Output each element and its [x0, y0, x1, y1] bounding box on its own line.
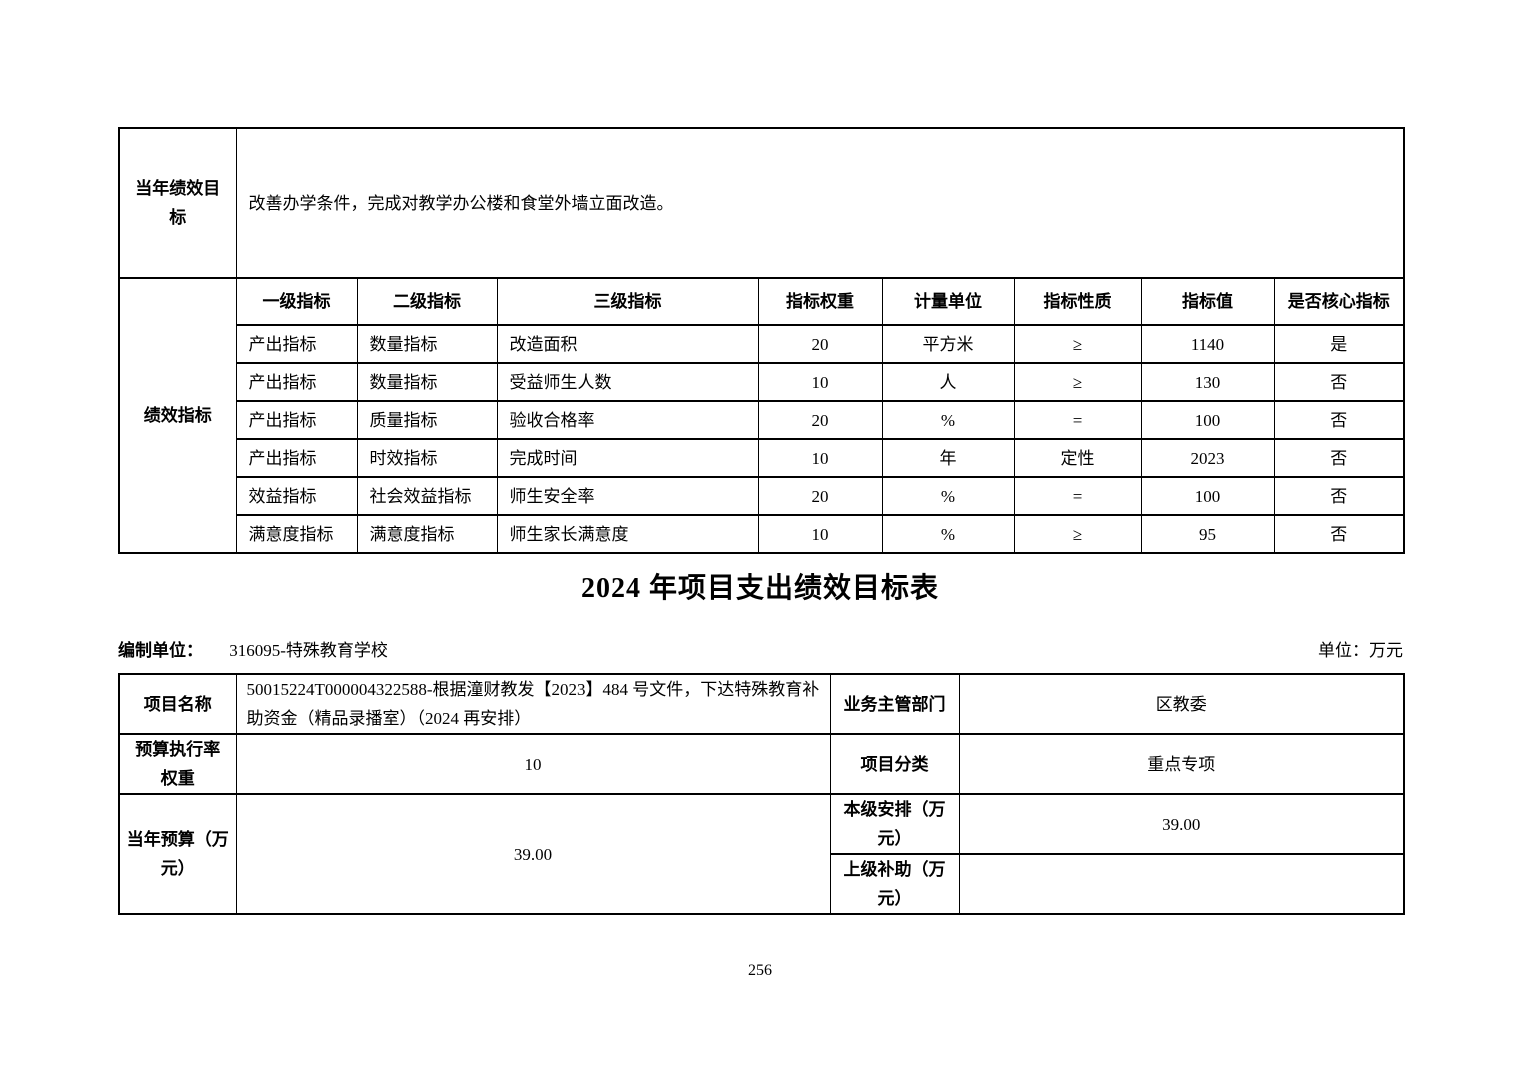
cell-level3: 受益师生人数: [496, 362, 759, 402]
cell-unit: 年: [881, 438, 1015, 478]
budget-rate-row: 预算执行率 权重 10 项目分类 重点专项: [118, 733, 1405, 795]
cell-weight: 20: [757, 400, 883, 440]
indicator-row: 效益指标 社会效益指标 师生安全率 20 % = 100 否: [119, 476, 1405, 516]
cell-nature: =: [1013, 400, 1142, 440]
indicator-row: 产出指标 质量指标 验收合格率 20 % = 100 否: [119, 400, 1405, 440]
dept-label: 业务主管部门: [829, 673, 960, 735]
cell-nature: ≥: [1013, 362, 1142, 402]
cell-level1: 效益指标: [235, 476, 358, 516]
upper-subsidy-row: 上级补助（万 元）: [119, 853, 1405, 915]
year-budget-value: 39.00: [235, 793, 831, 915]
cell-level1: 产出指标: [235, 362, 358, 402]
year-budget-label: 当年预算（万 元）: [118, 793, 237, 915]
project-name-label: 项目名称: [118, 673, 237, 735]
local-arrange-label: 本级安排（万 元）: [829, 793, 960, 855]
cell-unit: 平方米: [881, 324, 1015, 364]
cell-value: 95: [1140, 514, 1275, 554]
cell-weight: 10: [757, 362, 883, 402]
cell-unit: %: [881, 476, 1015, 516]
cell-core: 否: [1273, 514, 1405, 554]
upper-subsidy-value: [958, 853, 1405, 915]
prepared-by-value: 316095-特殊教育学校: [229, 641, 388, 660]
cell-value: 2023: [1140, 438, 1275, 478]
cell-core: 否: [1273, 362, 1405, 402]
header-nature: 指标性质: [1013, 277, 1142, 326]
cell-level2: 数量指标: [356, 324, 498, 364]
cell-value: 100: [1140, 400, 1275, 440]
page-number: 256: [748, 962, 772, 979]
cell-level2: 满意度指标: [356, 514, 498, 554]
cell-value: 1140: [1140, 324, 1275, 364]
cell-weight: 10: [757, 438, 883, 478]
performance-indicator-section-label: 绩效指标: [118, 277, 237, 554]
cell-level3: 完成时间: [496, 438, 759, 478]
cell-level1: 产出指标: [235, 400, 358, 440]
cell-core: 否: [1273, 400, 1405, 440]
prepared-by-label: 编制单位：: [118, 641, 203, 660]
page-title: 2024 年项目支出绩效目标表: [580, 573, 939, 604]
cell-nature: ≥: [1013, 514, 1142, 554]
cell-core: 是: [1273, 324, 1405, 364]
header-unit: 计量单位: [881, 277, 1015, 326]
cell-unit: %: [881, 400, 1015, 440]
current-year-goal-label: 当年绩效目 标: [118, 127, 237, 279]
cell-weight: 10: [757, 514, 883, 554]
budget-rate-label: 预算执行率 权重: [118, 733, 237, 795]
cell-level2: 社会效益指标: [356, 476, 498, 516]
cell-core: 否: [1273, 476, 1405, 516]
cell-nature: =: [1013, 476, 1142, 516]
cell-level1: 产出指标: [235, 438, 358, 478]
dept-value: 区教委: [958, 673, 1405, 735]
indicator-row: 产出指标 数量指标 改造面积 20 平方米 ≥ 1140 是: [119, 324, 1405, 364]
project-name-value: 50015224T000004322588-根据潼财教发【2023】484 号文…: [235, 673, 831, 735]
cell-core: 否: [1273, 438, 1405, 478]
cell-value: 100: [1140, 476, 1275, 516]
cell-level3: 师生安全率: [496, 476, 759, 516]
category-value: 重点专项: [958, 733, 1405, 795]
unit-note: 单位：万元: [1318, 641, 1403, 660]
cell-value: 130: [1140, 362, 1275, 402]
cell-level3: 师生家长满意度: [496, 514, 759, 554]
indicator-row: 产出指标 时效指标 完成时间 10 年 定性 2023 否: [119, 438, 1405, 478]
cell-weight: 20: [757, 476, 883, 516]
cell-unit: 人: [881, 362, 1015, 402]
header-core: 是否核心指标: [1273, 277, 1405, 326]
header-level2: 二级指标: [356, 277, 498, 326]
year-budget-row: 当年预算（万 元） 39.00 本级安排（万 元） 39.00: [118, 793, 1405, 915]
cell-weight: 20: [757, 324, 883, 364]
cell-level2: 质量指标: [356, 400, 498, 440]
indicator-row: 产出指标 数量指标 受益师生人数 10 人 ≥ 130 否: [119, 362, 1405, 402]
header-level3: 三级指标: [496, 277, 759, 326]
project-summary-table: 项目名称 50015224T000004322588-根据潼财教发【2023】4…: [118, 673, 1405, 915]
indicator-header-row: 绩效指标 一级指标 二级指标 三级指标 指标权重 计量单位 指标性质 指标值 是…: [118, 277, 1405, 554]
header-weight: 指标权重: [757, 277, 883, 326]
header-level1: 一级指标: [235, 277, 358, 326]
cell-level2: 数量指标: [356, 362, 498, 402]
cell-level1: 满意度指标: [235, 514, 358, 554]
cell-level2: 时效指标: [356, 438, 498, 478]
current-year-goal-text: 改善办学条件，完成对教学办公楼和食堂外墙立面改造。: [235, 127, 1405, 279]
cell-level1: 产出指标: [235, 324, 358, 364]
local-arrange-value: 39.00: [958, 793, 1405, 855]
indicator-row: 满意度指标 满意度指标 师生家长满意度 10 % ≥ 95 否: [119, 514, 1405, 554]
cell-level3: 验收合格率: [496, 400, 759, 440]
performance-indicators-table: 当年绩效目 标 改善办学条件，完成对教学办公楼和食堂外墙立面改造。 绩效指标 一…: [118, 127, 1405, 554]
cell-nature: ≥: [1013, 324, 1142, 364]
header-value: 指标值: [1140, 277, 1275, 326]
cell-level3: 改造面积: [496, 324, 759, 364]
cell-nature: 定性: [1013, 438, 1142, 478]
category-label: 项目分类: [829, 733, 960, 795]
current-year-goal-row: 当年绩效目 标 改善办学条件，完成对教学办公楼和食堂外墙立面改造。: [118, 127, 1405, 279]
project-name-row: 项目名称 50015224T000004322588-根据潼财教发【2023】4…: [118, 673, 1405, 735]
cell-unit: %: [881, 514, 1015, 554]
budget-rate-value: 10: [235, 733, 831, 795]
upper-subsidy-label: 上级补助（万 元）: [829, 853, 960, 915]
meta-row: 单位：万元 编制单位： 316095-特殊教育学校: [118, 640, 1403, 662]
